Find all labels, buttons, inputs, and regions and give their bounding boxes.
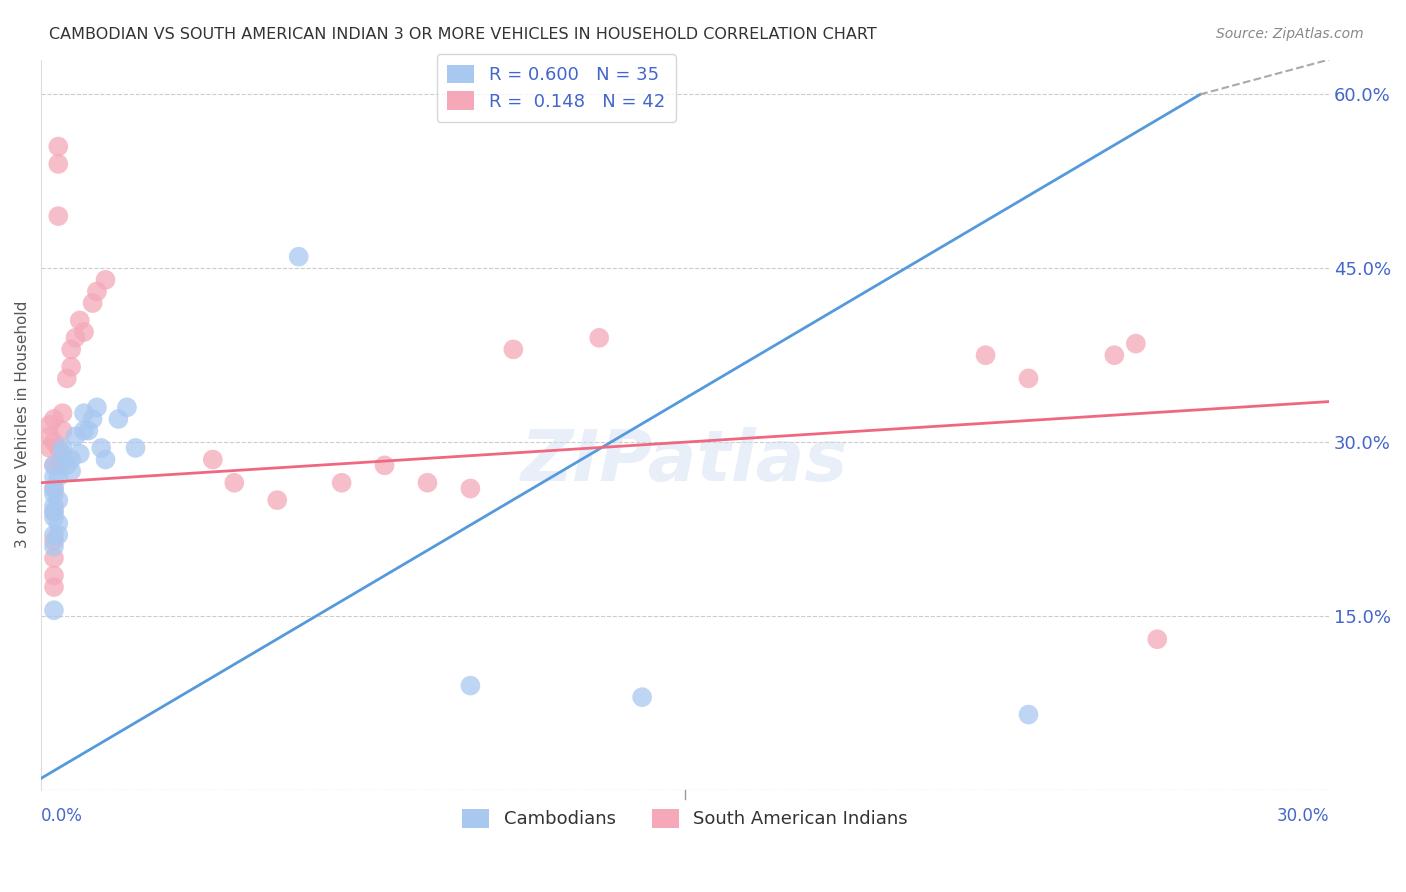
Point: [69, 447, 91, 461]
Point: [42, 528, 65, 542]
Text: CAMBODIAN VS SOUTH AMERICAN INDIAN 3 OR MORE VEHICLES IN HOUSEHOLD CORRELATION C: CAMBODIAN VS SOUTH AMERICAN INDIAN 3 OR …: [49, 27, 877, 42]
Point: [42, 458, 65, 473]
Point: [86, 401, 108, 415]
Point: [42, 580, 65, 594]
Point: [94, 452, 117, 467]
Point: [69, 313, 91, 327]
Point: [1125, 336, 1147, 351]
Point: [46, 470, 69, 484]
Point: [46, 157, 69, 171]
Point: [42, 412, 65, 426]
Point: [73, 325, 96, 339]
Point: [52, 447, 75, 461]
Point: [82, 296, 104, 310]
Point: [46, 441, 69, 455]
Point: [46, 139, 69, 153]
Point: [65, 429, 87, 443]
Point: [42, 482, 65, 496]
Point: [1018, 371, 1040, 385]
Point: [42, 603, 65, 617]
Point: [42, 505, 65, 519]
Text: Source: ZipAtlas.com: Source: ZipAtlas.com: [1216, 27, 1364, 41]
Legend: Cambodians, South American Indians: Cambodians, South American Indians: [456, 802, 915, 836]
Point: [588, 331, 610, 345]
Point: [73, 424, 96, 438]
Point: [60, 452, 83, 467]
Point: [287, 250, 309, 264]
Text: 0.0%: 0.0%: [41, 807, 83, 825]
Point: [42, 435, 65, 450]
Point: [42, 487, 65, 501]
Point: [42, 540, 65, 554]
Point: [124, 441, 146, 455]
Point: [42, 533, 65, 548]
Point: [107, 412, 129, 426]
Point: [460, 482, 482, 496]
Point: [52, 406, 75, 420]
Point: [52, 424, 75, 438]
Point: [46, 516, 69, 531]
Point: [52, 441, 75, 455]
Point: [46, 458, 69, 473]
Point: [631, 690, 654, 705]
Point: [46, 209, 69, 223]
Point: [94, 273, 117, 287]
Point: [82, 412, 104, 426]
Point: [56, 371, 79, 385]
Point: [266, 493, 288, 508]
Point: [46, 528, 69, 542]
Point: [46, 493, 69, 508]
Text: ZIPatlas: ZIPatlas: [522, 426, 849, 496]
Point: [460, 679, 482, 693]
Point: [1104, 348, 1126, 362]
Point: [86, 285, 108, 299]
Point: [201, 452, 224, 467]
Point: [38, 441, 60, 455]
Point: [73, 406, 96, 420]
Point: [374, 458, 396, 473]
Point: [90, 441, 112, 455]
Point: [416, 475, 439, 490]
Point: [38, 417, 60, 432]
Point: [42, 551, 65, 566]
Point: [65, 331, 87, 345]
Point: [42, 482, 65, 496]
Point: [60, 343, 83, 357]
Point: [115, 401, 138, 415]
Point: [77, 424, 100, 438]
Point: [38, 429, 60, 443]
Point: [42, 568, 65, 582]
Point: [60, 359, 83, 374]
Point: [42, 499, 65, 513]
Point: [1018, 707, 1040, 722]
Point: [502, 343, 524, 357]
Point: [42, 505, 65, 519]
Point: [330, 475, 353, 490]
Y-axis label: 3 or more Vehicles in Household: 3 or more Vehicles in Household: [15, 301, 30, 549]
Point: [56, 458, 79, 473]
Point: [42, 458, 65, 473]
Point: [974, 348, 997, 362]
Point: [42, 510, 65, 524]
Point: [224, 475, 246, 490]
Point: [60, 464, 83, 478]
Point: [42, 470, 65, 484]
Text: 30.0%: 30.0%: [1277, 807, 1329, 825]
Point: [1146, 632, 1168, 647]
